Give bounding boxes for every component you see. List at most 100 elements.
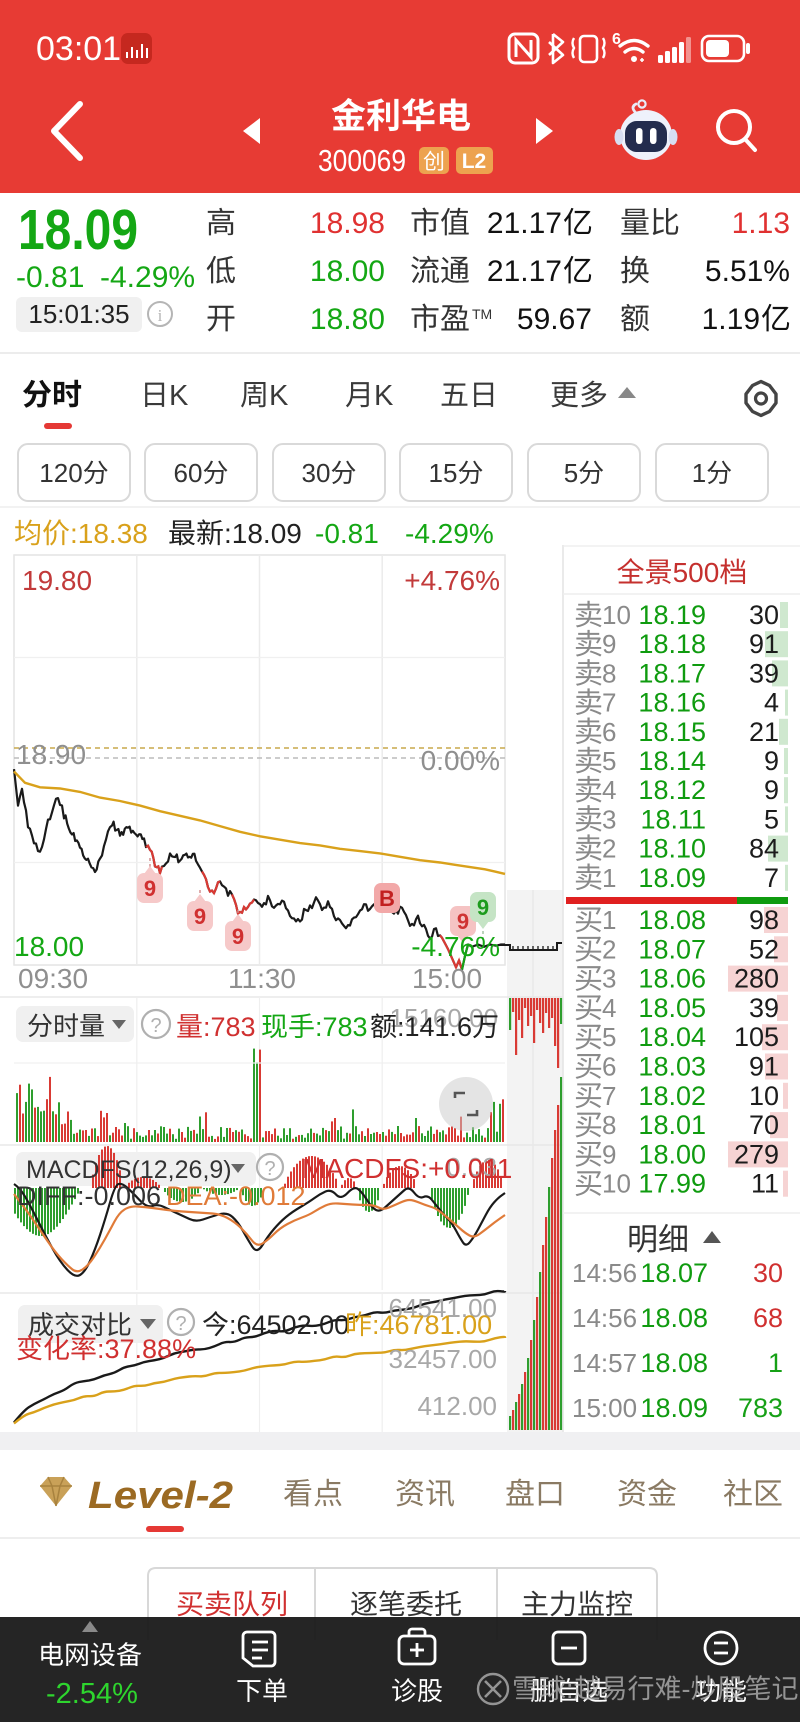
svg-text:98: 98 (749, 905, 779, 935)
svg-text:9: 9 (764, 746, 779, 776)
svg-text:7: 7 (602, 1081, 616, 1111)
svg-text:68: 68 (753, 1303, 783, 1333)
svg-text:18.90: 18.90 (16, 739, 86, 770)
svg-text:18.08: 18.08 (640, 1348, 708, 1378)
svg-text:18.01: 18.01 (638, 1110, 706, 1140)
svg-text:18.02: 18.02 (638, 1081, 706, 1111)
svg-text:300069: 300069 (318, 143, 406, 178)
svg-text:84: 84 (749, 834, 779, 864)
svg-text:3: 3 (602, 964, 616, 994)
svg-text:3: 3 (602, 804, 616, 834)
svg-text:i: i (158, 306, 163, 325)
svg-text:18.05: 18.05 (638, 993, 706, 1023)
svg-text:52: 52 (749, 934, 779, 964)
svg-text:9: 9 (194, 904, 206, 929)
svg-text:18.14: 18.14 (638, 746, 706, 776)
svg-text:-4.76%: -4.76% (411, 931, 500, 962)
svg-text:09:30: 09:30 (18, 963, 88, 994)
svg-text:59.67: 59.67 (517, 303, 592, 336)
svg-text:DIFF:-0.006: DIFF:-0.006 (17, 1181, 161, 1211)
svg-text:MACDFS:+0.011: MACDFS:+0.011 (302, 1153, 512, 1184)
svg-text:14:56: 14:56 (572, 1258, 637, 1288)
svg-text:18.03: 18.03 (638, 1052, 706, 1082)
svg-text:TM: TM (472, 306, 492, 322)
svg-text:1.13: 1.13 (732, 207, 790, 240)
svg-text:0.00%: 0.00% (421, 745, 500, 776)
svg-text:03:01: 03:01 (36, 30, 121, 68)
svg-text:Level-2: Level-2 (88, 1475, 233, 1517)
svg-text:K: K (374, 380, 394, 412)
svg-text:5: 5 (764, 804, 779, 834)
svg-text:412.00: 412.00 (417, 1391, 497, 1421)
svg-text:21: 21 (749, 717, 779, 747)
svg-text:91: 91 (749, 629, 779, 659)
svg-text::: : (566, 1674, 574, 1704)
svg-text:18.16: 18.16 (638, 688, 706, 718)
svg-text:60: 60 (174, 458, 203, 488)
svg-text:17.99: 17.99 (638, 1169, 706, 1199)
svg-text:18.09: 18.09 (640, 1393, 708, 1423)
svg-text::37.88%: :37.88% (97, 1334, 196, 1364)
svg-text:18.07: 18.07 (638, 934, 706, 964)
svg-text:18.19: 18.19 (638, 600, 706, 630)
svg-text:-4.29%: -4.29% (405, 518, 494, 549)
svg-text:1: 1 (692, 458, 706, 488)
svg-text:18.08: 18.08 (640, 1303, 708, 1333)
svg-text:280: 280 (734, 964, 779, 994)
svg-text:30: 30 (749, 600, 779, 630)
svg-text:9: 9 (602, 629, 616, 659)
svg-text:18.08: 18.08 (638, 905, 706, 935)
svg-text:18.18: 18.18 (638, 629, 706, 659)
svg-text:K: K (269, 380, 289, 412)
svg-text:7: 7 (602, 688, 616, 718)
svg-text:4: 4 (764, 688, 779, 718)
svg-text:7: 7 (764, 863, 779, 893)
svg-text:783: 783 (738, 1393, 783, 1423)
svg-text:15:00: 15:00 (572, 1393, 637, 1423)
svg-text:15:00: 15:00 (412, 963, 482, 994)
svg-text:-0.81: -0.81 (315, 518, 379, 549)
svg-text:18.04: 18.04 (638, 1022, 706, 1052)
svg-text:8: 8 (602, 658, 616, 688)
svg-text::783: :783 (203, 1012, 256, 1042)
svg-text:-: - (682, 1674, 691, 1704)
svg-text:MACDFS(12,26,9): MACDFS(12,26,9) (26, 1156, 232, 1184)
svg-text:4: 4 (602, 775, 616, 805)
svg-text:5: 5 (602, 1022, 616, 1052)
svg-text:279: 279 (734, 1139, 779, 1169)
svg-text:19.80: 19.80 (22, 565, 92, 596)
svg-text:18.07: 18.07 (640, 1258, 708, 1288)
svg-text:10: 10 (602, 1169, 631, 1199)
svg-text:10: 10 (602, 600, 631, 630)
svg-text:9: 9 (477, 895, 489, 920)
svg-text:18.06: 18.06 (638, 964, 706, 994)
svg-text:11: 11 (751, 1169, 779, 1199)
svg-text:11:30: 11:30 (228, 963, 296, 994)
svg-text:B: B (379, 886, 395, 911)
svg-text:6: 6 (602, 1052, 616, 1082)
svg-text:4: 4 (602, 993, 616, 1023)
svg-text:18.12: 18.12 (638, 775, 706, 805)
svg-text:18.00: 18.00 (638, 1139, 706, 1169)
svg-text:21.17: 21.17 (487, 207, 562, 240)
svg-text:18.00: 18.00 (14, 931, 84, 962)
svg-text:14:57: 14:57 (572, 1348, 637, 1378)
svg-text:120: 120 (39, 458, 82, 488)
svg-text:18.09: 18.09 (638, 863, 706, 893)
svg-text:18.10: 18.10 (638, 834, 706, 864)
svg-text::46781.00: :46781.00 (372, 1310, 492, 1340)
svg-text:18.17: 18.17 (638, 658, 706, 688)
svg-text:1: 1 (602, 863, 616, 893)
svg-text:6: 6 (612, 31, 621, 48)
svg-text:500: 500 (673, 557, 720, 588)
svg-text:5.51%: 5.51% (705, 255, 790, 288)
svg-text:91: 91 (749, 1052, 779, 1082)
svg-text:14:56: 14:56 (572, 1303, 637, 1333)
svg-text:K: K (169, 380, 189, 412)
svg-text:?: ? (175, 1313, 186, 1335)
svg-text:?: ? (264, 1158, 275, 1180)
svg-text:5: 5 (602, 746, 616, 776)
svg-text:15:01:35: 15:01:35 (28, 299, 129, 329)
svg-text:9: 9 (144, 876, 156, 901)
svg-text:-2.54%: -2.54% (46, 1678, 138, 1710)
